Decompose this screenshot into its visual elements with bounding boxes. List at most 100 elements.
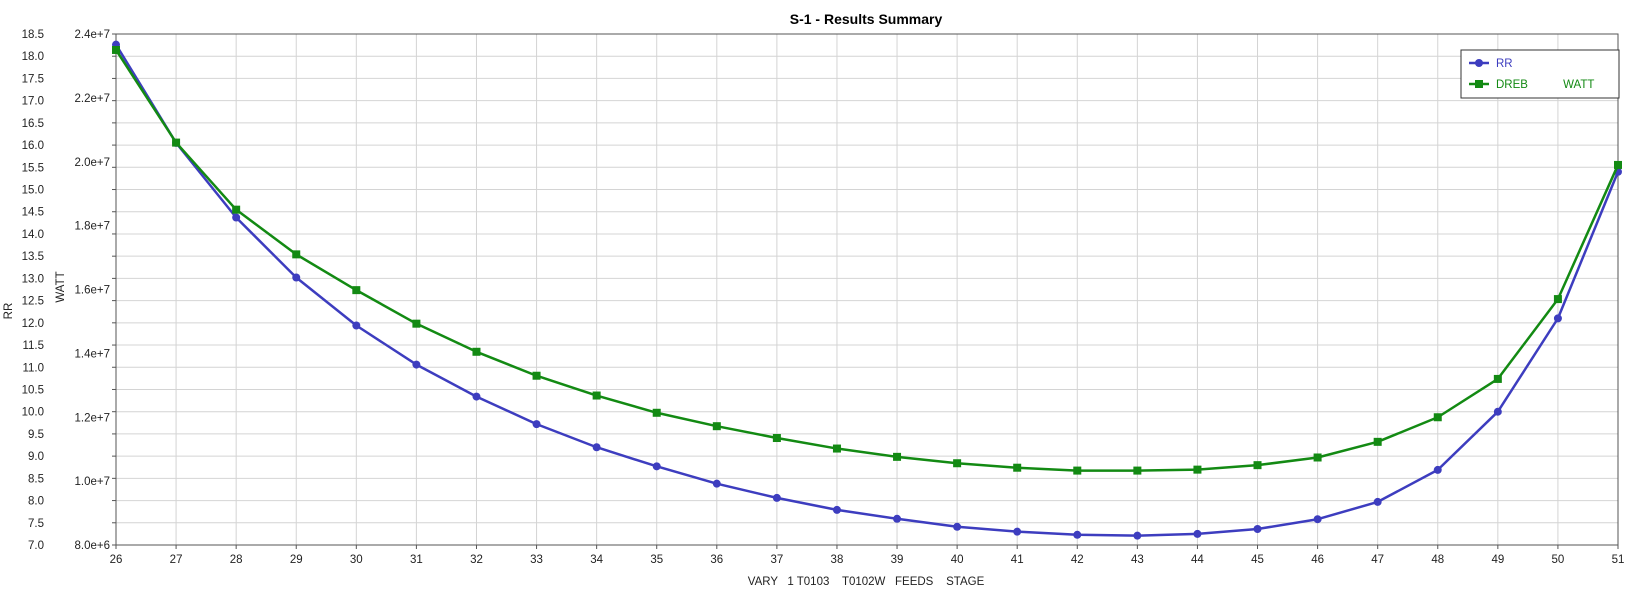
x-tick-label: 37 xyxy=(770,554,783,566)
data-point xyxy=(1614,160,1622,169)
data-point xyxy=(1133,531,1142,540)
data-point xyxy=(1373,497,1382,506)
y-left-tick-label: 17.0 xyxy=(22,96,44,108)
data-point xyxy=(1073,530,1082,539)
data-point xyxy=(592,391,601,400)
data-point xyxy=(1433,413,1442,422)
data-point xyxy=(532,420,541,429)
x-tick-label: 38 xyxy=(831,554,844,566)
y-right-tick-label: 2.2e+7 xyxy=(75,93,111,105)
data-point xyxy=(652,408,661,417)
y-axis-left: 7.0 7.5 8.0 8.5 9.0 9.5 10.0 10.5 11.0 11.5 12.0 12… xyxy=(22,29,116,552)
x-tick-label: 29 xyxy=(290,554,303,566)
y-left-tick-label: 11.5 xyxy=(22,340,44,352)
x-tick-label: 40 xyxy=(951,554,964,566)
y-left-tick-label: 8.0 xyxy=(28,496,44,508)
series-dreb xyxy=(112,45,1622,475)
data-point xyxy=(1253,461,1262,470)
x-tick-label: 50 xyxy=(1552,554,1565,566)
y-axis-right: 8.0e+6 1.0e+7 1.2e+7 1.4e+7 1.6e+7 1.8e+7 2.0e… xyxy=(75,29,111,552)
plot-area xyxy=(115,33,1619,546)
y-left-tick-label: 18.0 xyxy=(22,51,44,63)
data-point xyxy=(472,347,481,356)
data-point xyxy=(1133,466,1142,475)
y-right-tick-label: 1.6e+7 xyxy=(75,285,111,297)
legend-dreb-marker xyxy=(1475,80,1483,88)
y-left-tick-label: 16.5 xyxy=(22,118,44,130)
x-tick-label: 28 xyxy=(230,554,243,566)
grid xyxy=(115,33,1619,546)
y-left-tick-label: 12.0 xyxy=(22,318,44,330)
y-left-tick-label: 17.5 xyxy=(22,73,44,85)
data-point xyxy=(592,443,601,452)
x-tick-label: 32 xyxy=(470,554,483,566)
data-point xyxy=(1253,525,1262,534)
y-left-tick-label: 14.5 xyxy=(22,207,44,219)
y-axis-left-label: RR xyxy=(3,303,15,320)
y-right-tick-label: 1.8e+7 xyxy=(75,221,111,233)
y-left-tick-label: 10.0 xyxy=(22,407,44,419)
data-point xyxy=(412,360,421,369)
x-tick-label: 46 xyxy=(1311,554,1324,566)
y-left-tick-label: 18.5 xyxy=(22,29,44,41)
data-point xyxy=(893,514,902,523)
y-right-tick-label: 2.4e+7 xyxy=(75,29,111,41)
y-right-tick-label: 2.0e+7 xyxy=(75,157,111,169)
y-left-tick-label: 11.0 xyxy=(22,362,44,374)
data-point xyxy=(772,434,781,443)
data-point xyxy=(112,45,120,54)
y-right-tick-label: 1.2e+7 xyxy=(75,412,111,424)
data-point xyxy=(232,213,241,222)
x-tick-label: 41 xyxy=(1011,554,1024,566)
data-point xyxy=(712,479,721,488)
data-point xyxy=(172,138,181,147)
x-tick-label: 30 xyxy=(350,554,363,566)
data-point xyxy=(652,462,661,471)
x-tick-label: 35 xyxy=(650,554,663,566)
x-tick-label: 36 xyxy=(710,554,723,566)
data-point xyxy=(712,422,721,431)
y-left-tick-label: 13.5 xyxy=(22,251,44,263)
y-left-tick-label: 13.0 xyxy=(22,273,44,285)
y-left-tick-label: 12.5 xyxy=(22,296,44,308)
data-point xyxy=(832,505,841,514)
data-point xyxy=(1373,437,1382,446)
y-left-tick-label: 15.5 xyxy=(22,162,44,174)
data-point xyxy=(953,459,962,468)
data-point xyxy=(953,522,962,531)
x-tick-label: 39 xyxy=(891,554,904,566)
y-left-tick-label: 8.5 xyxy=(28,473,44,485)
data-point xyxy=(412,319,421,328)
data-point xyxy=(1553,314,1562,323)
y-right-tick-label: 8.0e+6 xyxy=(75,540,111,552)
x-tick-label: 42 xyxy=(1071,554,1084,566)
x-tick-label: 34 xyxy=(590,554,603,566)
legend-rr-marker xyxy=(1475,59,1483,67)
series-rr xyxy=(112,40,1622,540)
legend-box xyxy=(1460,49,1620,99)
data-point xyxy=(1013,527,1022,536)
y-left-tick-label: 15.0 xyxy=(22,185,44,197)
legend-dreb-label: DREB WATT xyxy=(1496,79,1594,91)
data-point xyxy=(1553,295,1562,304)
y-left-tick-label: 16.0 xyxy=(22,140,44,152)
x-tick-label: 44 xyxy=(1191,554,1204,566)
chart-title: S-1 - Results Summary xyxy=(790,11,943,27)
data-point xyxy=(292,250,301,259)
y-left-tick-label: 7.0 xyxy=(28,540,44,552)
x-tick-label: 27 xyxy=(170,554,183,566)
series-line xyxy=(114,44,1620,537)
data-point xyxy=(532,371,541,380)
x-tick-label: 51 xyxy=(1612,554,1625,566)
x-tick-label: 33 xyxy=(530,554,543,566)
data-point xyxy=(352,286,361,295)
data-point xyxy=(1433,465,1442,474)
x-tick-label: 43 xyxy=(1131,554,1144,566)
data-point xyxy=(1493,407,1502,416)
data-point xyxy=(292,273,301,282)
data-point xyxy=(1313,515,1322,524)
data-point xyxy=(1073,466,1082,475)
series-layer xyxy=(112,40,1622,540)
data-point xyxy=(1313,453,1322,462)
